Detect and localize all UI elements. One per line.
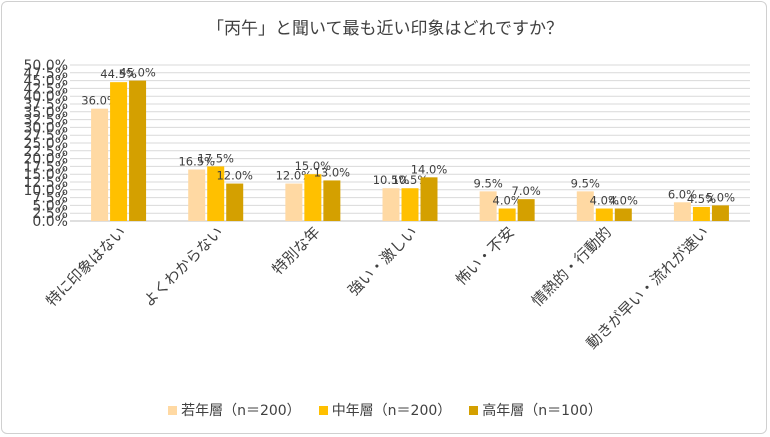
data-label: 4.5%: [687, 192, 716, 206]
bar-1-7: [673, 202, 691, 221]
data-label: 4.0%: [493, 194, 522, 208]
legend-label-young: 若年層（n＝200）: [181, 403, 301, 419]
y-tick-label: 17.5%: [24, 159, 68, 175]
bar-1-4: [382, 188, 400, 221]
data-label: 10.5%: [392, 173, 429, 187]
y-tick-label: 22.5%: [24, 144, 68, 160]
bar-3-1: [129, 80, 147, 221]
data-label: 12.0%: [276, 169, 313, 183]
bar-2-6: [595, 208, 613, 221]
bar-3-4: [420, 177, 438, 221]
data-label: 44.5%: [100, 67, 137, 81]
bar-3-5: [517, 199, 535, 221]
legend: 若年層（n＝200） 中年層（n＝200） 高年層（n＝100）: [0, 400, 770, 420]
bar-1-3: [285, 183, 303, 221]
data-label: 17.5%: [197, 151, 234, 165]
data-label: 4.0%: [590, 194, 619, 208]
bar-3-7: [711, 205, 729, 221]
y-tick-label: 10.0%: [24, 183, 68, 199]
bar-1-6: [576, 191, 594, 221]
legend-swatch-young: [168, 405, 178, 415]
y-tick-label: 12.5%: [24, 175, 68, 191]
y-tick-label: 20.0%: [24, 152, 68, 168]
data-label: 10.5%: [373, 173, 410, 187]
data-label: 9.5%: [474, 176, 503, 190]
legend-label-middle: 中年層（n＝200）: [331, 403, 452, 419]
legend-label-senior: 高年層（n＝100）: [482, 403, 602, 419]
y-tick-label: 50.0%: [24, 58, 68, 74]
y-tick-label: 30.0%: [24, 120, 68, 136]
x-category-label: 怖い・不安: [452, 223, 518, 289]
y-tick-label: 40.0%: [24, 89, 68, 105]
y-tick-label: 42.5%: [24, 81, 68, 97]
data-label: 7.0%: [512, 184, 541, 198]
x-category-label: よくわからない: [140, 223, 227, 310]
y-tick-label: 5.0%: [32, 198, 68, 214]
y-tick-label: 2.5%: [32, 206, 68, 222]
bar-3-3: [323, 180, 341, 221]
data-label: 9.5%: [571, 176, 600, 190]
bar-2-4: [401, 188, 419, 221]
y-tick-label: 35.0%: [24, 105, 68, 121]
bar-2-5: [498, 208, 516, 221]
legend-item-senior: 高年層（n＝100）: [469, 400, 602, 420]
legend-swatch-middle: [318, 405, 328, 415]
x-category-label: 強い・激しい: [344, 223, 420, 299]
y-tick-label: 32.5%: [24, 113, 68, 129]
bar-2-1: [110, 82, 128, 221]
y-tick-label: 25.0%: [24, 136, 68, 152]
data-label: 45.0%: [119, 66, 156, 80]
legend-swatch-senior: [469, 405, 479, 415]
y-tick-label: 37.5%: [24, 97, 68, 113]
data-label: 13.0%: [314, 165, 351, 179]
y-tick-label: 27.5%: [24, 128, 68, 144]
chart-title: 「丙午」と聞いて最も近い印象はどれですか？: [207, 19, 563, 39]
y-tick-label: 45.0%: [24, 74, 68, 90]
data-label: 36.0%: [81, 94, 118, 108]
x-category-label: 情熱的・行動的: [528, 223, 615, 310]
bar-2-7: [692, 206, 710, 221]
data-label: 12.0%: [216, 169, 253, 183]
bar-1-5: [479, 191, 497, 221]
legend-item-middle: 中年層（n＝200）: [318, 400, 452, 420]
bar-3-6: [614, 208, 632, 221]
x-category-label: 特に印象はない: [42, 223, 129, 310]
y-tick-label: 0.0%: [32, 214, 68, 230]
data-label: 6.0%: [668, 187, 697, 201]
data-label: 4.0%: [609, 194, 638, 208]
bar-1-2: [188, 169, 206, 221]
data-label: 14.0%: [411, 162, 448, 176]
y-tick-label: 7.5%: [32, 191, 68, 207]
y-tick-label: 47.5%: [24, 66, 68, 82]
legend-item-young: 若年層（n＝200）: [168, 400, 301, 420]
data-label: 5.0%: [706, 190, 735, 204]
bar-2-2: [207, 166, 225, 221]
bar-1-1: [91, 108, 109, 221]
bar-2-3: [304, 174, 322, 221]
data-label: 15.0%: [295, 159, 332, 173]
data-label: 16.5%: [178, 155, 215, 169]
x-category-label: 特別な年: [269, 223, 324, 278]
bar-3-2: [226, 183, 244, 221]
y-tick-label: 15.0%: [24, 167, 68, 183]
